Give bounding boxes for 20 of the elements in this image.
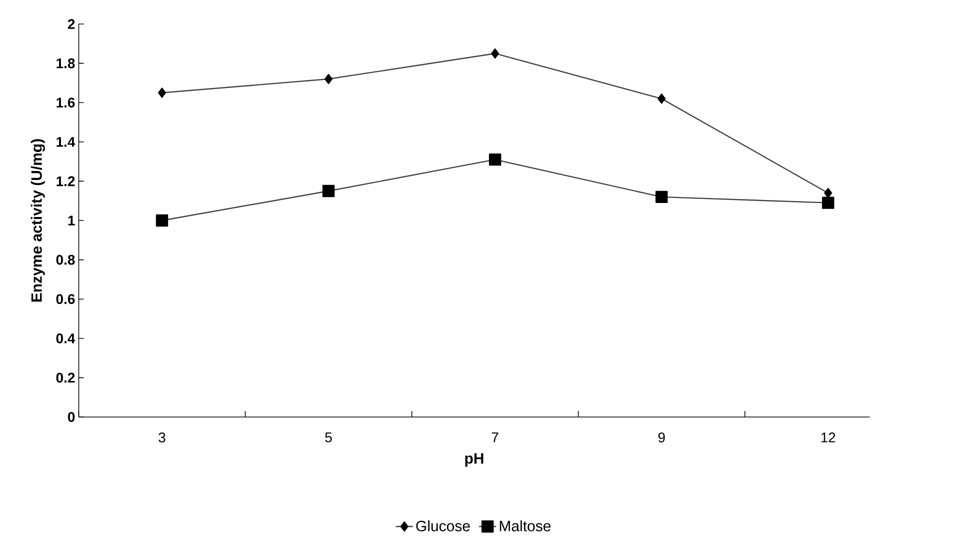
legend-label: Glucose — [416, 520, 470, 532]
legend-label: Maltose — [500, 520, 551, 532]
y-tick-label: 1.4 — [56, 137, 76, 147]
x-tick-label: 5 — [325, 432, 332, 442]
x-tick-label: 7 — [492, 432, 498, 442]
y-tick-label: 0 — [68, 412, 75, 422]
y-tick-label: 1.8 — [56, 58, 75, 68]
y-tick-label: 1.6 — [56, 98, 75, 108]
x-tick-label: 9 — [658, 432, 665, 442]
y-tick-label: 1.2 — [56, 176, 75, 186]
x-tick-label: 12 — [821, 432, 836, 442]
x-tick-label: 3 — [158, 432, 166, 442]
y-tick-label: 1 — [68, 216, 75, 226]
y-tick-label: 2 — [68, 19, 75, 29]
x-axis-title: pH — [465, 453, 484, 467]
y-tick-label: 0.2 — [56, 372, 75, 383]
y-tick-label: 0.8 — [56, 254, 75, 265]
y-axis-title: Enzyme activity (U/mg) — [30, 139, 45, 302]
y-tick-label: 0.4 — [56, 333, 76, 344]
y-tick-label: 0.6 — [56, 294, 75, 304]
